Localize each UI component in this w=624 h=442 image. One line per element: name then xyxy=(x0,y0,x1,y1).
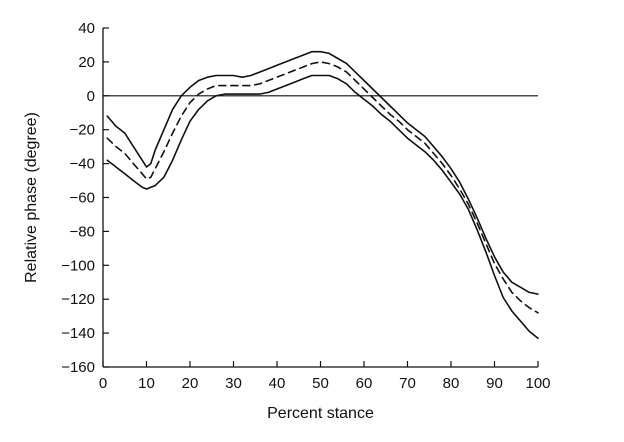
x-tick-label: 50 xyxy=(312,375,329,392)
series-line-mean xyxy=(106,61,539,314)
y-axis-label: Relative phase (degree) xyxy=(23,112,40,283)
x-tick-label: 30 xyxy=(225,375,242,392)
x-axis-label: Percent stance xyxy=(267,405,374,422)
y-tick-label: −120 xyxy=(61,291,95,308)
y-tick-label: −60 xyxy=(70,190,95,207)
x-tick-label: 60 xyxy=(356,375,373,392)
y-tick-label: −160 xyxy=(61,359,95,376)
x-tick-label: 0 xyxy=(99,375,107,392)
x-tick-label: 70 xyxy=(399,375,416,392)
y-tick-label: −140 xyxy=(61,325,95,342)
x-tick-label: 80 xyxy=(443,375,460,392)
y-tick-label: −80 xyxy=(70,223,95,240)
y-tick-label: 0 xyxy=(87,88,95,105)
x-tick-label: 100 xyxy=(525,375,550,392)
y-tick-label: 40 xyxy=(78,20,95,37)
y-tick-label: −40 xyxy=(70,156,95,173)
x-tick-label: 40 xyxy=(269,375,286,392)
y-tick-label: 20 xyxy=(78,54,95,71)
y-tick-label: −100 xyxy=(61,257,95,274)
x-tick-label: 10 xyxy=(138,375,155,392)
x-tick-label: 90 xyxy=(486,375,503,392)
series-line-upper xyxy=(106,50,539,295)
x-tick-label: 20 xyxy=(182,375,199,392)
series-line-lower xyxy=(106,74,539,339)
y-tick-label: −20 xyxy=(70,122,95,139)
